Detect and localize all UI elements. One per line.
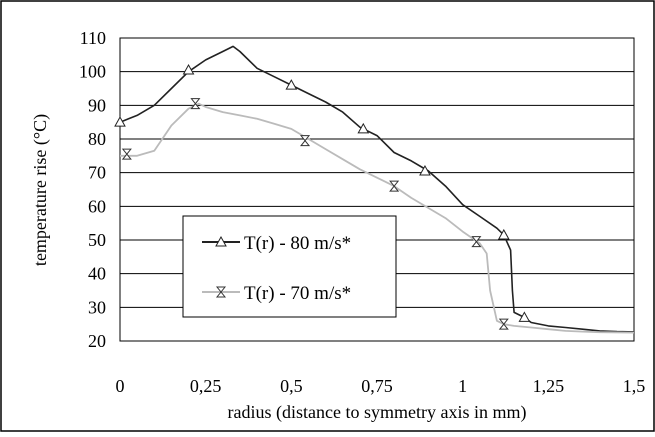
x-tick-label: 0,5 [280,376,303,396]
legend-box [182,215,397,318]
y-axis-title: temperature rise (°C) [30,114,51,266]
x-tick-labels: 0 0,25 0,5 0,75 1 1,25 1,5 [116,376,646,396]
y-tick-label: 100 [79,62,106,82]
legend-triangle-marker [215,235,227,247]
series-line-80 [119,45,635,333]
series-layer [114,45,635,334]
x-tick-label: 1,5 [623,376,646,396]
data-marker-80 [114,116,126,127]
data-marker-70 [190,98,201,110]
data-marker-80 [182,63,195,75]
y-tick-label: 80 [88,129,106,149]
y-tick-labels: 20 30 40 50 60 70 80 90 100 110 [79,28,106,351]
data-marker-70 [498,318,509,330]
y-tick-label: 50 [88,230,106,250]
legend-marker-80 [215,235,227,247]
series-line-70 [120,102,635,334]
legend-label-80: T(r) - 80 m/s* [244,233,351,254]
data-marker-80 [497,228,510,240]
legend: T(r) - 80 m/s* T(r) - 70 m/s* [182,215,397,318]
y-tick-label: 110 [80,28,106,48]
x-tick-label: 0,25 [190,376,222,396]
data-marker-70 [389,180,400,192]
y-tick-label: 90 [88,95,106,115]
x-axis-title: radius (distance to symmetry axis in mm) [228,402,527,423]
legend-hourglass-marker [215,286,227,298]
x-tick-label: 0 [116,376,125,396]
data-marker-80 [419,164,431,176]
plot-area-border [119,37,635,342]
data-marker-80 [285,79,298,90]
data-marker-80 [357,122,370,134]
y-tick-label: 20 [88,331,106,351]
y-tick-label: 30 [88,297,106,317]
data-marker-80 [518,311,531,322]
y-tick-label: 60 [88,196,106,216]
legend-label-70: T(r) - 70 m/s* [244,283,351,304]
data-marker-70 [299,135,311,147]
data-marker-70 [471,236,482,248]
x-tick-label: 0,75 [361,376,393,396]
y-tick-label: 40 [88,264,106,284]
x-tick-label: 1 [458,376,467,396]
x-tick-label: 1,25 [533,376,565,396]
legend-marker-70 [215,286,227,298]
y-tick-label: 70 [88,163,106,183]
data-marker-70 [121,148,132,160]
